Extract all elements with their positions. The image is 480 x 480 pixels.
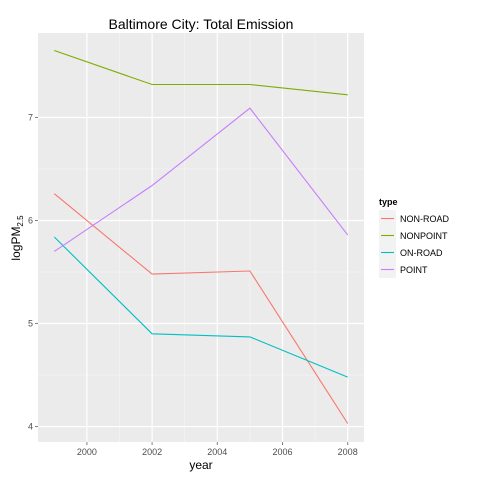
legend-label-point: POINT: [400, 265, 428, 275]
legend-label-non-road: NON-ROAD: [400, 214, 449, 224]
x-tick-label: 2006: [272, 447, 292, 457]
y-axis-title: logPM2.5: [9, 215, 25, 261]
series-lines: [53, 49, 349, 424]
y-tick-label: 6: [28, 216, 33, 226]
series-line-on-road: [53, 236, 348, 378]
legend-label-on-road: ON-ROAD: [400, 248, 443, 258]
x-tick-label: 2004: [207, 447, 227, 457]
series-line-nonpoint: [54, 49, 348, 96]
y-axis-title-subscript: 2.5: [16, 215, 25, 227]
y-axis: 4 5 6 7: [28, 112, 38, 432]
plot-panel: [38, 33, 364, 442]
x-tick-label: 2000: [77, 447, 97, 457]
y-tick-label: 5: [28, 319, 33, 329]
x-axis: 2000 2002 2004 2006 2008: [77, 442, 358, 457]
x-tick-label: 2002: [142, 447, 162, 457]
legend: type NON-ROAD NONPOINT ON-ROAD POINT: [379, 197, 449, 278]
x-tick-label: 2008: [338, 447, 358, 457]
legend-title: type: [379, 197, 398, 207]
y-tick-label: 7: [28, 112, 33, 122]
y-axis-title-main: logPM: [9, 227, 23, 261]
y-tick-label: 4: [28, 422, 33, 432]
series-line-non-road: [53, 193, 349, 424]
major-grid: [38, 33, 364, 442]
x-axis-title: year: [189, 458, 212, 472]
legend-label-nonpoint: NONPOINT: [400, 231, 448, 241]
chart-title: Baltimore City: Total Emission: [109, 16, 294, 32]
series-line-point: [53, 107, 349, 252]
